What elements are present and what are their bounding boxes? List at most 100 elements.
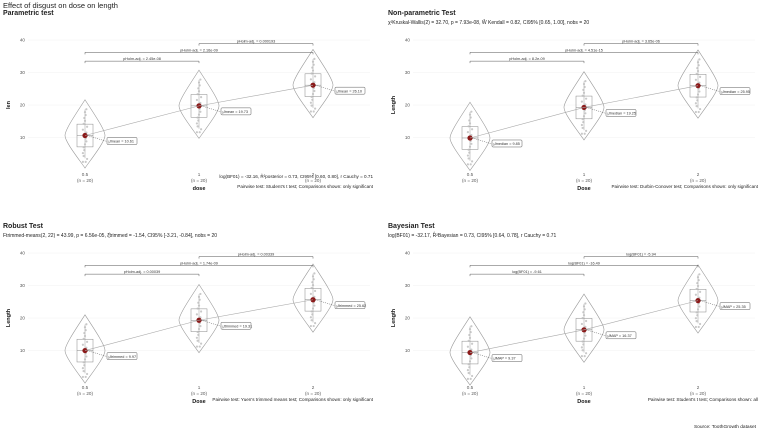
y-tick-label: 20 [20,316,26,321]
data-point [82,154,85,158]
center-label-box [220,107,252,116]
data-point [309,324,312,328]
data-point [467,363,470,366]
data-point [83,334,87,338]
panel-stats: log(BF01) = -32.16, R̂²posterior = 0.73,… [219,174,373,179]
data-point [469,163,472,166]
data-point [697,110,700,114]
pairwise-label: pHolm-adj. = 2.45e-08 [123,57,161,61]
data-point [471,342,474,345]
pairwise-bracket [583,43,699,46]
center-label-box [106,352,138,360]
data-point [86,372,89,376]
violin [449,316,491,386]
pairwise-label: pHolm-adj. = 0.00339 [238,253,274,257]
data-point [197,295,201,298]
x-tick-label: 0.5 [82,172,89,177]
data-point [85,140,88,143]
data-point [584,302,587,305]
data-point [197,119,200,122]
center-trend-line [84,84,314,136]
x-tick-label: 0.5 [82,385,89,390]
data-point [195,131,198,134]
data-point [83,143,87,146]
x-n-label: (n = 20) [690,178,706,183]
center-point [467,349,473,356]
data-point [580,132,583,135]
y-tick-label: 30 [20,70,26,75]
data-point [466,131,469,134]
center-label: μ̂MAP = 9.37 [494,357,516,361]
data-point [695,319,698,323]
data-point [311,98,314,101]
data-point [82,122,85,125]
data-point [583,85,586,89]
data-point [311,66,314,69]
violin [563,293,605,363]
x-tick-label: 0.5 [467,172,474,177]
data-point [314,322,317,325]
data-point [695,105,698,108]
data-point [197,113,201,116]
x-n-label: (n = 20) [191,178,207,183]
panel-robust: 10 20 30 40 Length Dose μ̂trimmed = 9.97 0.5 (n … [0,223,385,431]
center-label: μ̂median = 19.25 [608,112,636,116]
y-tick-label: 30 [20,283,26,288]
data-point [468,145,472,148]
data-point [699,75,702,78]
data-point [311,275,315,278]
y-tick-label: 10 [405,348,411,353]
data-point [470,142,473,145]
data-point [470,325,473,328]
data-point [582,115,586,118]
data-point [471,160,474,163]
panel-caption: Pairwise test: Yuen's trimmed means test… [212,397,373,402]
data-point [696,314,699,317]
data-point [312,278,315,281]
data-point [468,328,472,331]
data-point [585,129,588,132]
data-point [197,301,200,304]
y-axis-label: Length [391,308,397,327]
data-point [695,72,698,76]
data-point [314,107,317,110]
pairwise-label: pHolm-adj. = 4.51e-15 [565,48,603,52]
data-point [313,272,316,275]
data-point [468,366,471,369]
data-point [470,110,473,113]
data-point [468,336,472,340]
data-point [696,93,700,96]
data-point [581,126,584,130]
data-point [466,154,469,157]
panel-parametric: 10 20 30 40 len dose μ̂mean = 10.61 0.5 (n = 20)… [0,10,385,218]
x-n-label: (n = 20) [576,178,592,183]
panel-subtitle: log(BF01) = -32.17, R̂²Bayesian = 0.73, … [388,233,557,239]
y-tick-label: 30 [405,70,411,75]
pairwise-label: pHolm-adj. = 2.16e-09 [180,48,218,52]
data-point [196,93,199,96]
x-tick-label: 2 [697,385,700,390]
data-point [469,330,472,334]
y-tick-label: 10 [20,348,26,353]
x-n-label: (n = 20) [462,391,478,396]
data-point [581,340,584,343]
x-tick-label: 2 [312,172,315,177]
data-point [312,63,315,66]
data-point [580,355,583,358]
center-point [467,135,473,141]
pairwise-bracket [469,60,585,64]
data-point [468,113,472,116]
data-point [466,377,469,380]
data-point [311,92,315,96]
data-point [468,122,472,125]
data-point [582,88,585,91]
center-label: μ̂trimmed = 19.31 [223,324,253,328]
data-point [696,284,700,288]
panel-title: Robust Test [3,223,43,230]
data-point [198,84,201,87]
data-point [83,116,86,120]
y-tick-label: 30 [405,283,411,288]
violin [563,71,605,141]
